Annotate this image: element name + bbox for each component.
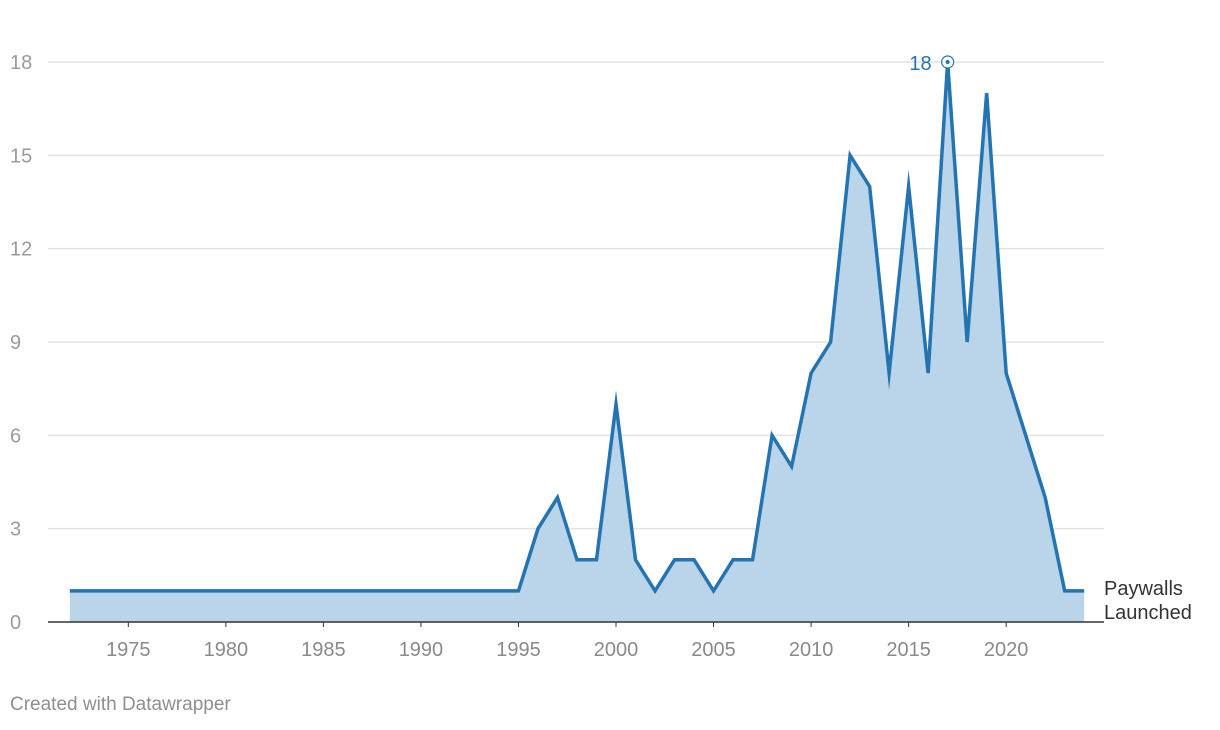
area-fill	[69, 62, 1085, 622]
y-tick-label-18: 18	[10, 52, 32, 74]
area-series	[69, 62, 1085, 622]
x-tick-label-2010: 2010	[789, 639, 834, 661]
series-line-group	[69, 61, 1085, 595]
x-tick-label-1980: 1980	[204, 639, 249, 661]
y-axis-ticks: 0 3 6 9 12 15 18	[10, 52, 32, 634]
y-tick-label-0: 0	[10, 612, 21, 634]
x-tick-label-2005: 2005	[691, 639, 736, 661]
y-tick-label-15: 15	[10, 145, 32, 167]
x-tick-label-2000: 2000	[594, 639, 639, 661]
x-axis-ticks: 1975 1980 1985 1990 1995 2000 2005 2010 2015 2020	[106, 622, 1028, 661]
series-label-line-2: Launched	[1104, 602, 1192, 624]
x-tick-label-2020: 2020	[984, 639, 1029, 661]
y-tick-label-3: 3	[10, 519, 21, 541]
x-tick-label-2015: 2015	[886, 639, 931, 661]
paywalls-area-chart: 0 3 6 9 12 15 18 1975 1980 1985 1990 1995 2000 2005 2…	[10, 52, 1192, 661]
x-tick-label-1995: 1995	[496, 639, 541, 661]
y-tick-label-12: 12	[10, 239, 32, 261]
series-label-line-1: Paywalls	[1104, 578, 1183, 600]
annotation-marker-dot	[945, 60, 950, 64]
series-line	[69, 61, 1085, 595]
annotation-label: 18	[909, 53, 931, 75]
y-tick-label-9: 9	[10, 332, 21, 354]
y-tick-label-6: 6	[10, 425, 21, 447]
x-tick-label-1990: 1990	[399, 639, 444, 661]
credit-text: Created with Datawrapper	[10, 694, 231, 715]
x-tick-label-1985: 1985	[301, 639, 346, 661]
x-tick-label-1975: 1975	[106, 639, 151, 661]
annotations: 18	[909, 53, 955, 75]
